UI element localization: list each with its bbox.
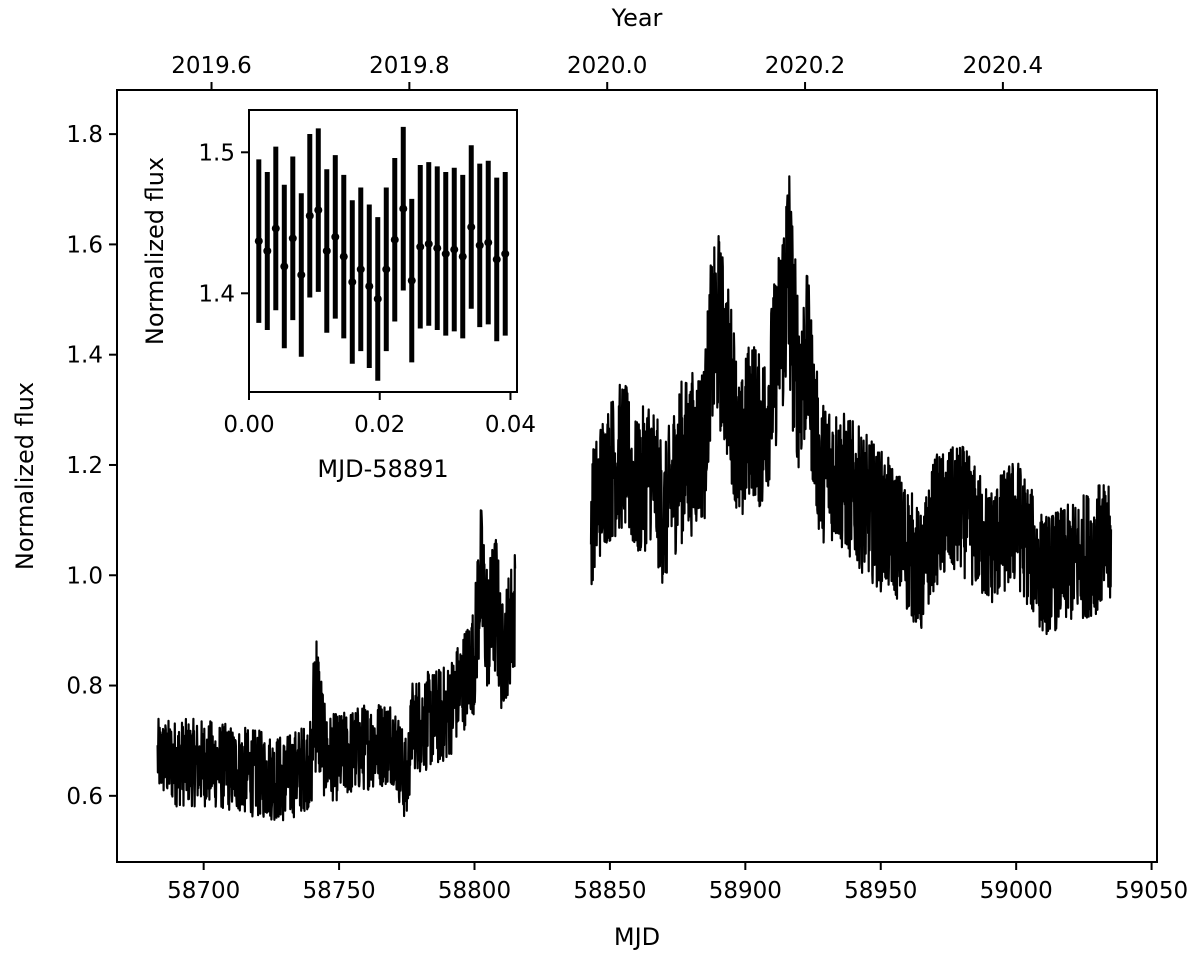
inset-data-point — [467, 223, 476, 232]
inset-data-point — [339, 252, 348, 261]
top-x-tick-label: 2019.8 — [369, 53, 449, 79]
inset-data-layer — [254, 126, 510, 381]
x-tick-label: 58950 — [844, 878, 917, 904]
inset-axis-ticks: 0.00 0.02 0.04 1.4 1.5 — [198, 140, 536, 438]
x-tick-label: 58800 — [438, 878, 511, 904]
inset-data-point — [348, 278, 357, 287]
x-tick-label: 59000 — [980, 878, 1053, 904]
top-x-tick-label: 2020.0 — [567, 53, 647, 79]
inset-background — [249, 110, 517, 392]
inset-data-point — [288, 234, 297, 243]
top-x-tick-label: 2020.2 — [765, 53, 845, 79]
x-tick-label: 58900 — [709, 878, 782, 904]
inset-data-point — [254, 237, 263, 246]
inset-x-tick-label: 0.00 — [223, 412, 274, 438]
inset-data-point — [314, 206, 323, 215]
inset-data-point — [390, 235, 399, 244]
top-x-axis-label: Year — [611, 4, 663, 32]
light-curve-segment-1 — [156, 509, 517, 822]
y-axis-label: Normalized flux — [11, 382, 39, 570]
y-tick-label: 1.8 — [66, 122, 103, 148]
inset-data-point — [475, 241, 484, 250]
inset-x-axis-label: MJD-58891 — [317, 455, 448, 483]
inset-x-tick-label: 0.04 — [485, 412, 536, 438]
x-tick-label: 58750 — [302, 878, 375, 904]
inset-frame — [248, 109, 518, 393]
inset-data-point — [484, 238, 493, 247]
light-curve-segment-2 — [589, 175, 1113, 636]
inset-y-tick-label: 1.5 — [198, 140, 235, 166]
top-x-tick-label: 2019.6 — [171, 53, 251, 79]
inset-data-point — [356, 265, 365, 274]
y-tick-label: 0.6 — [66, 784, 103, 810]
main-plot-frame — [116, 89, 1158, 863]
inset-data-point — [263, 247, 272, 255]
main-data-layer — [156, 175, 1113, 822]
inset-data-point — [433, 244, 442, 253]
x-tick-label: 58850 — [573, 878, 646, 904]
inset-data-point — [271, 224, 280, 233]
main-axis-ticks: 58700 58750 58800 58850 58900 58950 59000 59050… — [66, 53, 1188, 904]
inset-data-point — [424, 239, 433, 248]
inset-data-point — [416, 242, 425, 251]
y-tick-label: 1.0 — [66, 563, 103, 589]
inset-data-point — [373, 294, 382, 303]
inset-data-point — [501, 249, 510, 258]
inset-data-point — [365, 282, 374, 291]
inset-data-point — [407, 276, 416, 285]
inset-data-point — [441, 249, 450, 258]
top-x-tick-label: 2020.4 — [963, 53, 1043, 79]
x-tick-label: 59050 — [1115, 878, 1188, 904]
inset-y-tick-label: 1.4 — [198, 281, 235, 307]
inset-x-tick-label: 0.02 — [354, 412, 405, 438]
inset-data-point — [492, 255, 501, 264]
x-axis-label: MJD — [614, 923, 660, 951]
inset-data-point — [280, 262, 289, 271]
inset-data-point — [305, 211, 314, 220]
x-tick-label: 58700 — [167, 878, 240, 904]
inset-data-point — [399, 204, 408, 213]
inset-data-point — [382, 265, 391, 274]
inset-data-point — [297, 270, 306, 279]
y-tick-label: 1.2 — [66, 453, 103, 479]
y-tick-label: 0.8 — [66, 674, 103, 700]
inset-data-point — [322, 247, 331, 255]
y-tick-label: 1.6 — [66, 232, 103, 258]
y-tick-label: 1.4 — [66, 343, 103, 369]
inset-data-point — [458, 252, 467, 261]
inset-data-point — [331, 232, 340, 241]
inset-data-point — [450, 245, 459, 254]
inset-y-axis-label: Normalized flux — [141, 157, 169, 345]
